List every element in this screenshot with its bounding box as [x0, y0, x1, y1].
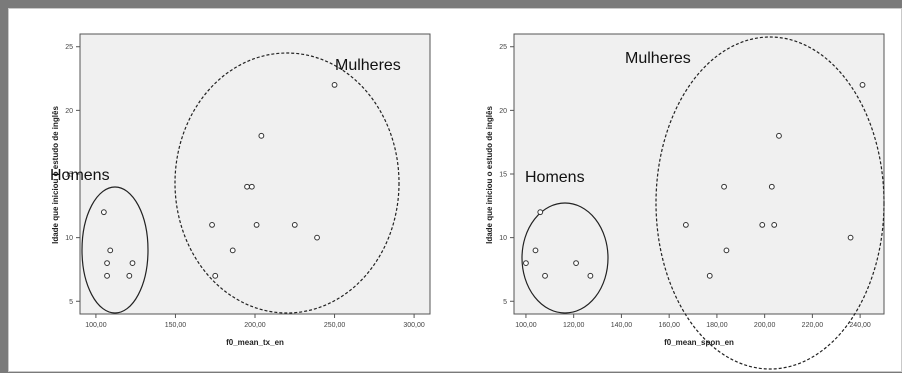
scatter-point — [776, 132, 782, 139]
x-tick-label: 300,00 — [403, 322, 425, 329]
scatter-point — [542, 272, 548, 279]
group-ellipse-mulheres — [655, 36, 885, 370]
x-tick-label: 100,00 — [85, 322, 107, 329]
group-label-homens: Homens — [50, 167, 110, 184]
scatter-point — [682, 222, 689, 228]
group-label-mulheres: Mulheres — [625, 50, 691, 67]
scatter-point — [126, 272, 133, 279]
group-ellipse-homens — [81, 186, 149, 314]
x-tick-label: 220,00 — [802, 322, 824, 329]
y-tick-label: 10 — [65, 235, 73, 242]
x-tick-label: 120,00 — [563, 322, 585, 329]
scatter-point — [291, 222, 298, 228]
scatter-point — [721, 183, 727, 190]
scatter-point — [759, 222, 766, 228]
y-tick-label: 25 — [499, 44, 507, 51]
group-ellipse-homens — [521, 202, 609, 314]
scatter-point — [771, 222, 778, 228]
x-tick-label: 240,00 — [849, 322, 871, 329]
y-tick-label: 5 — [503, 299, 507, 306]
group-ellipse-mulheres — [174, 52, 400, 314]
plot-area-1 — [79, 33, 431, 315]
x-tick-label: 200,00 — [754, 322, 776, 329]
scatter-point — [314, 234, 320, 241]
y-tick-label: 15 — [65, 172, 73, 179]
x-tick-label: 160,00 — [658, 322, 680, 329]
y-tick-label: 25 — [65, 44, 73, 51]
y-tick-label: 20 — [499, 108, 507, 115]
scatter-point — [248, 183, 255, 190]
scatter-point — [523, 260, 529, 266]
scatter-point — [212, 272, 219, 279]
scatter-point — [859, 82, 866, 88]
scatter-point — [229, 247, 236, 254]
x-axis-label: f0_mean_tx_en — [226, 338, 284, 347]
y-tick-label: 15 — [499, 172, 507, 179]
y-axis-label: Idade que iniciou o estudo de inglês — [51, 106, 60, 244]
group-label-mulheres: Mulheres — [335, 57, 401, 74]
x-tick-label: 200,00 — [244, 322, 266, 329]
x-tick-label: 140,00 — [611, 322, 633, 329]
scatter-point — [847, 234, 854, 241]
y-tick-label: 10 — [499, 235, 507, 242]
scatter-point — [244, 183, 250, 190]
x-axis-label: f0_mean_spon_en — [664, 338, 734, 347]
scatter-point — [706, 272, 713, 279]
scatter-point — [107, 247, 114, 254]
plot-area-2 — [513, 33, 885, 315]
scatter-point — [129, 260, 136, 266]
x-tick-label: 180,00 — [706, 322, 728, 329]
scatter-point — [723, 247, 730, 254]
scatter-point — [100, 209, 107, 216]
y-axis-label: Idade que iniciou o estudo de inglês — [485, 106, 494, 244]
scatter-point — [587, 272, 594, 279]
y-tick-label: 20 — [65, 108, 73, 115]
scatter-point — [104, 260, 110, 266]
scatter-point — [253, 222, 260, 228]
scatter-point — [537, 209, 544, 216]
y-tick-label: 5 — [69, 299, 73, 306]
scatter-point — [331, 82, 338, 88]
scatter-point — [258, 132, 265, 139]
scatter-point — [532, 247, 539, 254]
x-tick-label: 150,00 — [165, 322, 187, 329]
x-tick-label: 250,00 — [324, 322, 346, 329]
scatter-point — [768, 183, 775, 190]
x-tick-label: 100,00 — [515, 322, 537, 329]
group-label-homens: Homens — [525, 169, 585, 186]
scatter-point — [209, 222, 215, 228]
scatter-point — [104, 272, 110, 279]
scatter-point — [573, 260, 579, 266]
